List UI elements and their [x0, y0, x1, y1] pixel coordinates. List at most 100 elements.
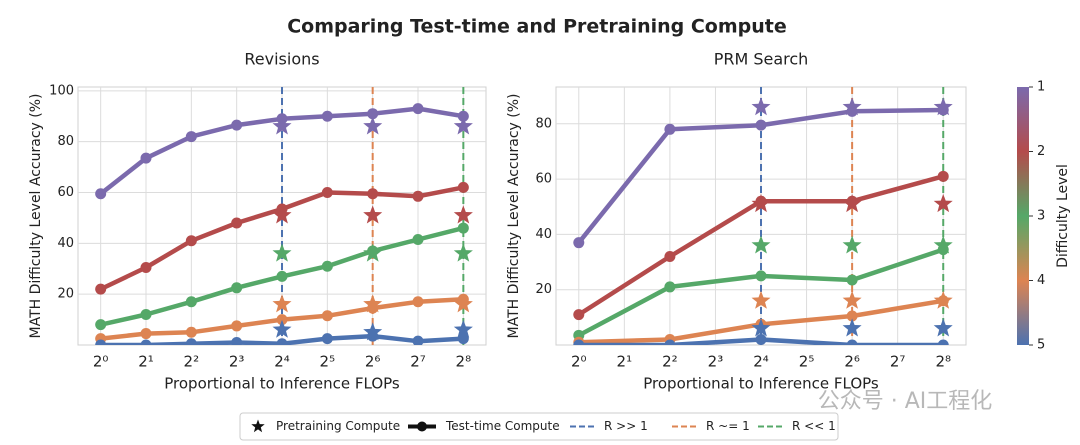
series-marker	[846, 310, 858, 322]
legend-label: R << 1	[792, 419, 836, 433]
series-marker	[321, 310, 333, 322]
legend-box	[239, 412, 839, 441]
colorbar-tick-label: 3	[1037, 209, 1045, 224]
series-marker	[321, 333, 333, 345]
y-tick-label: 40	[535, 227, 552, 242]
y-tick-label: 60	[57, 185, 74, 200]
pretraining-star	[363, 205, 383, 224]
series-marker	[231, 320, 243, 332]
pretraining-star	[363, 294, 383, 313]
pretraining-star	[842, 97, 862, 116]
figure-title: Comparing Test-time and Pretraining Comp…	[287, 16, 787, 38]
series-marker	[140, 261, 152, 273]
pretraining-star	[363, 322, 383, 341]
series-marker	[276, 314, 288, 326]
y-tick-label: 20	[535, 282, 552, 297]
colorbar-tick-label: 1	[1037, 80, 1045, 95]
pretraining-star	[751, 97, 771, 116]
x-tick-label: 2⁸	[935, 353, 951, 371]
x-tick-label: 2¹	[138, 353, 154, 371]
series-marker	[755, 333, 767, 345]
series-marker	[95, 188, 107, 200]
pretraining-star	[933, 194, 953, 213]
plot-layer	[573, 87, 953, 345]
x-axis-label: Proportional to Inference FLOPs	[164, 375, 400, 393]
watermark: 公众号 · AI工程化	[818, 389, 993, 414]
y-axis-label: MATH Difficulty Level Accuracy (%)	[506, 94, 522, 339]
series-marker	[95, 283, 107, 295]
pretraining-star	[842, 235, 862, 254]
series-marker	[367, 108, 379, 120]
series-marker	[185, 326, 197, 338]
series-marker	[276, 338, 288, 345]
series-marker	[457, 222, 469, 234]
x-tick-label: 2⁰	[93, 353, 109, 371]
x-tick-label: 2⁶	[844, 353, 860, 371]
series-marker	[457, 333, 469, 345]
series-marker	[95, 339, 107, 345]
colorbar-tick-label: 5	[1037, 338, 1045, 353]
series-marker	[846, 339, 858, 345]
legend-dot	[417, 421, 427, 432]
x-tick-label: 2⁷	[890, 353, 906, 371]
pretraining-star	[751, 290, 771, 309]
pretraining-star	[933, 318, 953, 337]
pretraining-star	[842, 290, 862, 309]
series-marker	[185, 296, 197, 308]
x-tick-label: 2⁰	[571, 353, 587, 371]
pretraining-star	[272, 116, 292, 135]
pretraining-star	[453, 319, 473, 338]
series-marker	[321, 110, 333, 122]
pretraining-star	[272, 294, 292, 313]
series-marker	[937, 170, 949, 182]
x-tick-label: 2²	[184, 353, 200, 371]
series-marker	[846, 274, 858, 286]
pretraining-star	[272, 205, 292, 224]
series-marker	[185, 131, 197, 143]
y-tick-label: 80	[57, 134, 74, 149]
plot-layer	[95, 87, 473, 345]
colorbar-label: Difficulty Level	[1055, 164, 1071, 268]
x-tick-label: 2⁵	[799, 353, 815, 371]
x-tick-label: 2⁵	[320, 353, 336, 371]
series-marker	[321, 260, 333, 272]
pretraining-star	[363, 243, 383, 262]
legend-label: Test-time Compute	[445, 419, 560, 433]
y-tick-label: 60	[535, 172, 552, 187]
colorbar-tick-label: 4	[1037, 273, 1045, 288]
y-tick-label: 100	[49, 83, 74, 98]
pretraining-star	[751, 194, 771, 213]
subplot: 2⁰ 2¹ 2² 2³ 2⁴ 2⁵ 2⁶ 2⁷ 2⁸ 20 40 60 80 PRM Search Prop…	[506, 50, 967, 393]
series-marker	[185, 235, 197, 247]
x-tick-label: 2¹	[617, 353, 633, 371]
colorbar	[1017, 87, 1029, 345]
series-marker	[457, 181, 469, 193]
pretraining-star	[272, 243, 292, 262]
series-marker	[937, 339, 949, 345]
x-tick-label: 2⁴	[274, 353, 290, 371]
y-axis-label: MATH Difficulty Level Accuracy (%)	[28, 94, 44, 339]
series-marker	[412, 234, 424, 246]
series-marker	[276, 270, 288, 282]
pretraining-star	[751, 235, 771, 254]
series-marker	[664, 251, 676, 263]
series-marker	[231, 282, 243, 294]
series-marker	[140, 339, 152, 345]
legend-star	[251, 419, 265, 433]
x-tick-label: 2⁸	[456, 353, 472, 371]
x-tick-label: 2²	[662, 353, 678, 371]
series-marker	[140, 328, 152, 340]
x-tick-label: 2⁷	[410, 353, 426, 371]
series-marker	[231, 336, 243, 345]
series-marker	[573, 309, 585, 321]
series-marker	[412, 190, 424, 202]
y-tick-label: 40	[57, 236, 74, 251]
legend-label: Pretraining Compute	[276, 419, 400, 433]
series-marker	[367, 188, 379, 200]
pretraining-star	[453, 116, 473, 135]
series-marker	[140, 308, 152, 320]
series-marker	[457, 110, 469, 122]
series-marker	[412, 103, 424, 115]
pretraining-star	[933, 290, 953, 309]
